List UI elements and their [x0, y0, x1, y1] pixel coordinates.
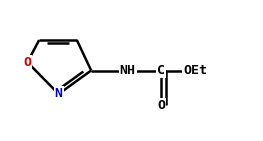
Text: NH: NH	[120, 64, 136, 77]
Text: OEt: OEt	[183, 64, 207, 77]
Text: N: N	[55, 88, 63, 101]
Text: O: O	[158, 99, 165, 112]
Text: C: C	[158, 64, 165, 77]
Text: O: O	[23, 56, 31, 69]
